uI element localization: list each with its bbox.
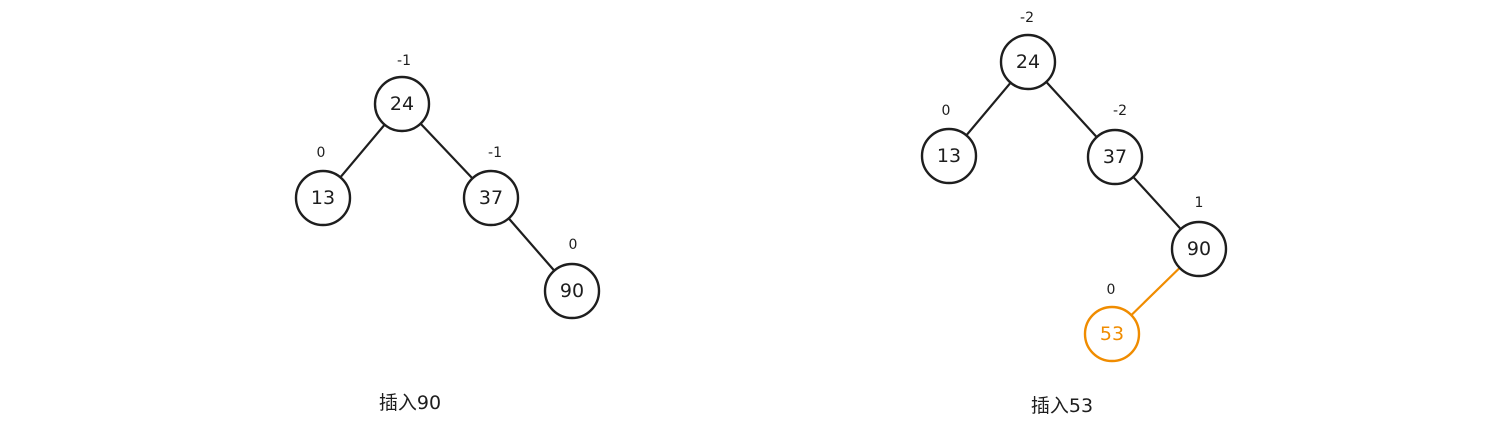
node-label: 37 bbox=[479, 187, 503, 209]
tree-node-37: 37 -2 bbox=[1086, 103, 1144, 186]
balance-factor-label: -1 bbox=[488, 145, 502, 161]
tree-node-13: 13 0 bbox=[294, 145, 352, 227]
node-circle bbox=[999, 33, 1057, 91]
tree-diagram-1: 24 -1 13 0 37 -1 90 0 插入90 bbox=[294, 53, 601, 414]
tree-node-13: 13 0 bbox=[920, 103, 978, 185]
node-label: 90 bbox=[1187, 238, 1211, 260]
tree-diagram-2: 24 -2 13 0 37 -2 90 1 53 0 插入53 bbox=[920, 10, 1228, 417]
tree-node-53: 53 0 bbox=[1083, 282, 1141, 363]
edge-37-90 bbox=[507, 217, 556, 272]
node-label: 90 bbox=[560, 280, 584, 302]
node-circle bbox=[1170, 220, 1228, 278]
node-label: 24 bbox=[390, 93, 414, 115]
balance-factor-label: -2 bbox=[1113, 103, 1127, 119]
node-label: 13 bbox=[311, 187, 335, 209]
tree-node-90: 90 1 bbox=[1170, 195, 1228, 278]
node-circle bbox=[1083, 305, 1141, 363]
balance-factor-label: 0 bbox=[317, 145, 326, 161]
edge-90-53 bbox=[1130, 266, 1181, 317]
edge-37-90 bbox=[1132, 175, 1182, 231]
node-circle bbox=[920, 127, 978, 185]
node-circle bbox=[1086, 128, 1144, 186]
balance-factor-label: 1 bbox=[1195, 195, 1204, 211]
diagram-caption: 插入90 bbox=[379, 392, 441, 414]
edge-24-13 bbox=[965, 81, 1012, 137]
tree-node-90: 90 0 bbox=[543, 237, 601, 320]
edge-24-37 bbox=[1045, 80, 1098, 139]
node-label: 53 bbox=[1100, 323, 1124, 345]
balance-factor-label: 0 bbox=[569, 237, 578, 253]
node-label: 13 bbox=[937, 145, 961, 167]
node-circle bbox=[462, 169, 520, 227]
tree-node-37: 37 -1 bbox=[462, 145, 520, 227]
edge-24-37 bbox=[419, 122, 474, 180]
node-circle bbox=[373, 75, 431, 133]
node-label: 37 bbox=[1103, 146, 1127, 168]
edge-24-13 bbox=[339, 123, 386, 179]
balance-factor-label: 0 bbox=[1107, 282, 1116, 298]
balance-factor-label: 0 bbox=[942, 103, 951, 119]
balance-factor-label: -2 bbox=[1020, 10, 1034, 26]
balance-factor-label: -1 bbox=[397, 53, 411, 69]
tree-node-24: 24 -1 bbox=[373, 53, 431, 133]
node-label: 24 bbox=[1016, 51, 1040, 73]
node-circle bbox=[543, 262, 601, 320]
tree-node-24: 24 -2 bbox=[999, 10, 1057, 91]
node-circle bbox=[294, 169, 352, 227]
diagram-caption: 插入53 bbox=[1031, 395, 1093, 417]
